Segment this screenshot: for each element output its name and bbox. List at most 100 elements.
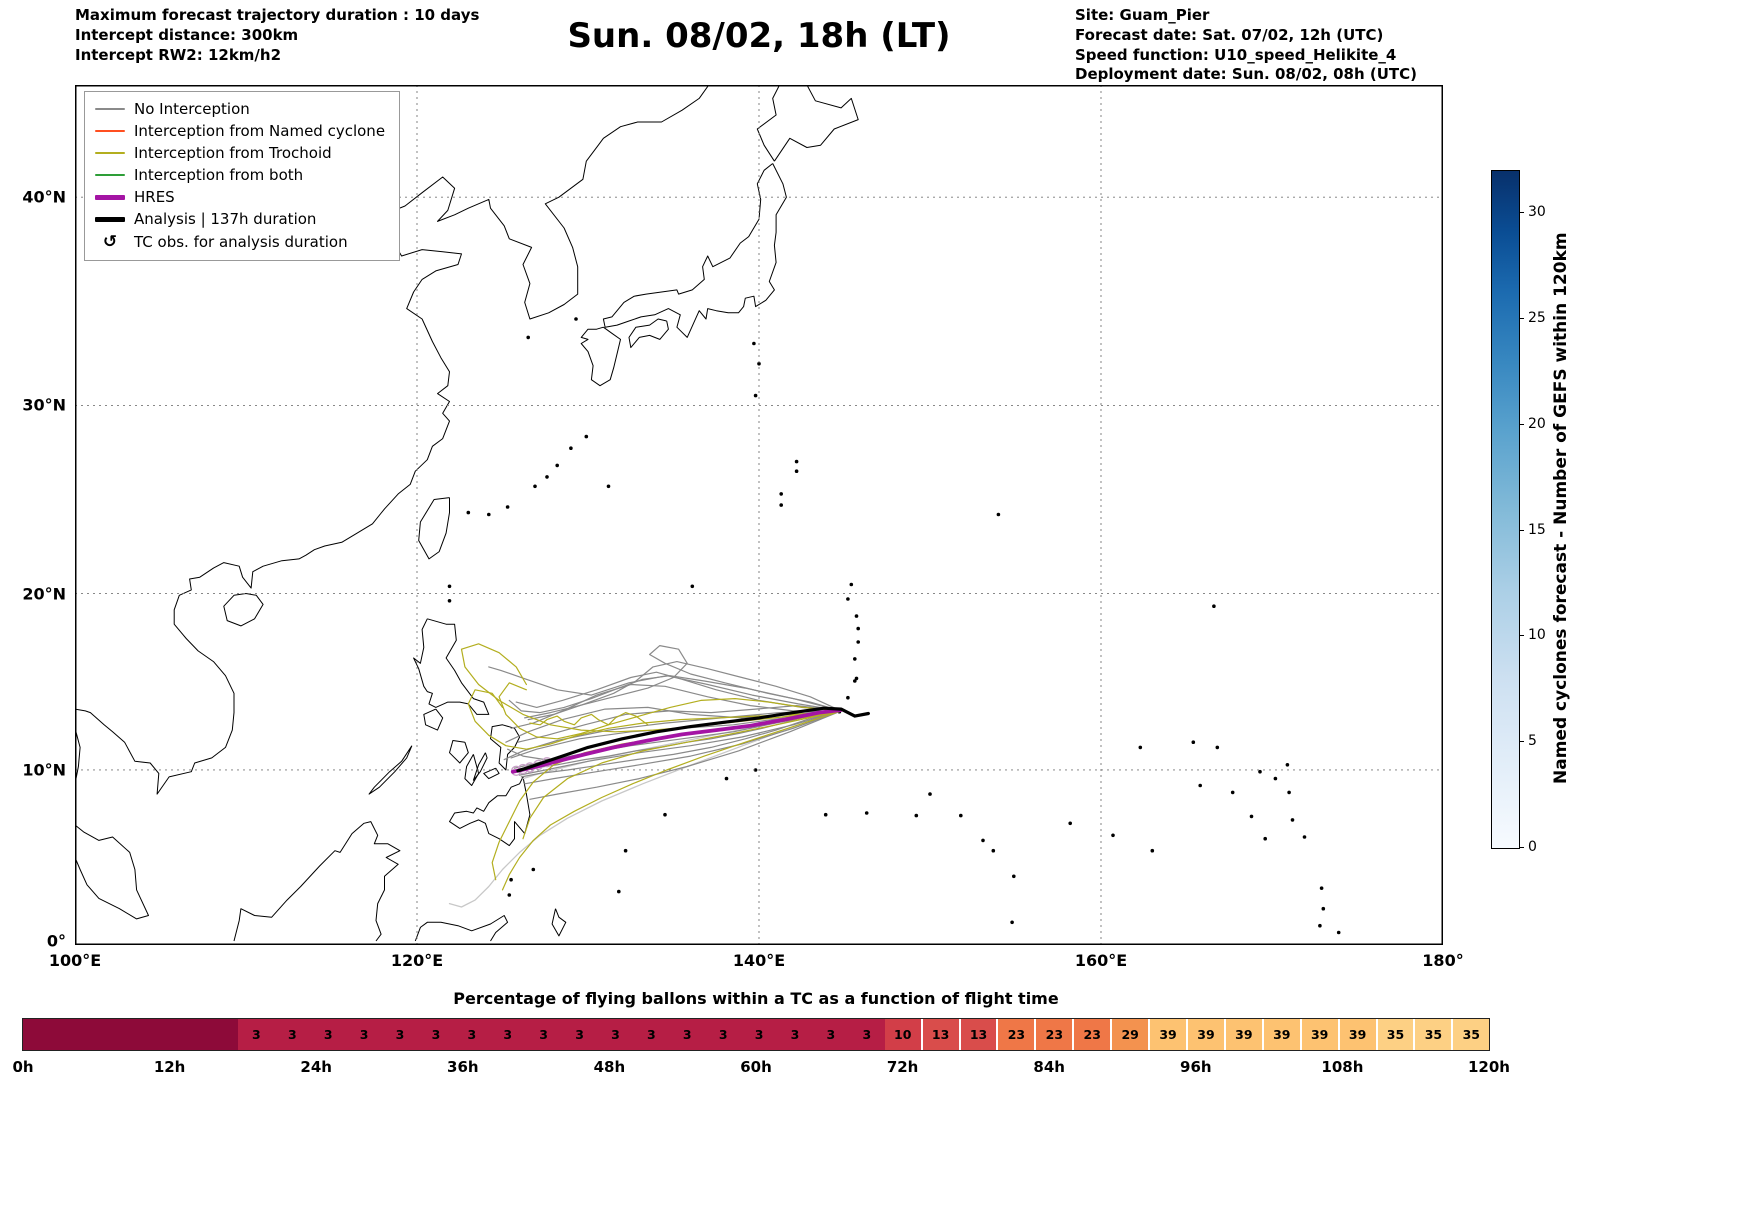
island-dot (928, 792, 932, 796)
strip-tick-label: 24h (300, 1058, 332, 1076)
island-dot (996, 512, 1001, 517)
island-dot (1318, 923, 1322, 928)
tc-obs-icon: ↺ (102, 232, 118, 252)
strip-tick-label: 108h (1321, 1058, 1364, 1076)
coastline (418, 497, 450, 560)
strip-title: Percentage of flying ballons within a TC… (453, 989, 1059, 1008)
trajectory-trochoid (522, 710, 842, 840)
island-dot (1285, 763, 1290, 767)
strip-cell: 3 (848, 1019, 885, 1050)
island-dot (757, 361, 761, 366)
strip-cell: 29 (1112, 1019, 1151, 1050)
strip-cell: 23 (1036, 1019, 1075, 1050)
strip-cell: 3 (525, 1019, 562, 1050)
trajectory-no-interception (517, 705, 842, 743)
x-tick-label: 100°E (48, 951, 102, 970)
strip-cell: 3 (238, 1019, 275, 1050)
island-dot (505, 505, 510, 509)
colorbar-tick (1519, 529, 1524, 531)
island-dot (1191, 740, 1196, 744)
island-dot (1336, 930, 1341, 935)
legend-item: Interception from Trochoid (95, 144, 385, 162)
island-dot (856, 626, 860, 631)
coastline (602, 163, 787, 338)
x-tick-label: 120°E (390, 951, 444, 970)
island-dot (1230, 790, 1235, 795)
info-line: Forecast date: Sat. 07/02, 12h (UTC) (1075, 25, 1384, 44)
legend-label: Interception from both (134, 166, 304, 184)
colorbar-tick-label: 20 (1528, 415, 1546, 432)
island-dot (1321, 906, 1326, 911)
island-dot (794, 459, 799, 464)
island-dot (864, 811, 869, 815)
strip-cell: 3 (669, 1019, 706, 1050)
island-dot (724, 776, 729, 781)
strip-tick-label: 60h (740, 1058, 772, 1076)
legend-item: Interception from Named cyclone (95, 122, 385, 140)
coastline (423, 708, 444, 731)
colorbar-tick (1519, 212, 1524, 214)
island-dot (1302, 835, 1307, 839)
coastline (75, 824, 149, 920)
strip-cell: 23 (998, 1019, 1037, 1050)
colorbar-tick (1519, 741, 1524, 743)
colorbar-tick-label: 15 (1528, 521, 1546, 538)
colorbar-tick (1519, 847, 1524, 848)
y-tick-label: 20°N (22, 584, 66, 604)
island-dot (447, 599, 452, 603)
coastline (449, 740, 469, 764)
coastline (449, 776, 531, 847)
x-tick-label: 140°E (732, 951, 786, 970)
legend-label: No Interception (134, 100, 250, 118)
strip-cell (202, 1019, 239, 1050)
island-dot (1111, 833, 1115, 838)
trajectory-no-interception (524, 645, 842, 719)
strip-cell: 10 (884, 1019, 923, 1050)
island-dot (606, 484, 611, 489)
strip-cell (58, 1019, 95, 1050)
island-dot (853, 679, 857, 683)
island-dot (623, 848, 628, 853)
strip-tick-label: 12h (153, 1058, 186, 1076)
island-dot (531, 867, 536, 872)
island-dot (991, 848, 996, 853)
trajectory-map (75, 85, 1443, 945)
legend-line-swatch (95, 108, 125, 110)
legend-label: Analysis | 137h duration (134, 210, 317, 228)
colorbar-tick-label: 5 (1528, 733, 1537, 750)
strip-cell: 39 (1339, 1019, 1378, 1050)
colorbar (1491, 170, 1520, 849)
coastline (483, 767, 500, 780)
coastline (75, 728, 81, 784)
strip-cell: 39 (1188, 1019, 1226, 1050)
strip-tick-label: 48h (593, 1058, 626, 1076)
x-tick-label: 160°E (1074, 951, 1128, 970)
island-dot (753, 768, 758, 772)
island-dot (794, 469, 799, 474)
trajectory-no-interception (520, 710, 842, 778)
island-dot (663, 812, 667, 817)
island-dot (690, 584, 695, 589)
legend-label: HRES (134, 188, 175, 206)
strip-cell: 3 (633, 1019, 670, 1050)
info-line: Site: Guam_Pier (1075, 6, 1210, 24)
strip-cell (130, 1019, 167, 1050)
island-dot (584, 434, 589, 439)
trajectory-no-interception (529, 710, 842, 800)
island-dot (1263, 836, 1267, 841)
strip-cell: 35 (1453, 1019, 1490, 1050)
legend-line-swatch (95, 194, 125, 200)
island-dot (846, 597, 850, 601)
island-dot (854, 614, 859, 618)
colorbar-label: Named cyclones forecast - Number of GEFS… (1551, 232, 1571, 785)
legend-label: Interception from Trochoid (134, 144, 332, 162)
island-dot (779, 503, 783, 507)
map-legend: No Interception Interception from Named c… (84, 91, 401, 261)
strip-cell: 3 (453, 1019, 490, 1050)
params-block: Maximum forecast trajectory duration : 1… (75, 6, 479, 65)
strip-cell: 3 (812, 1019, 849, 1050)
island-dot (1258, 769, 1262, 774)
trajectory-analysis (516, 706, 870, 773)
coastline (414, 915, 509, 942)
legend-item: HRES (95, 188, 385, 206)
